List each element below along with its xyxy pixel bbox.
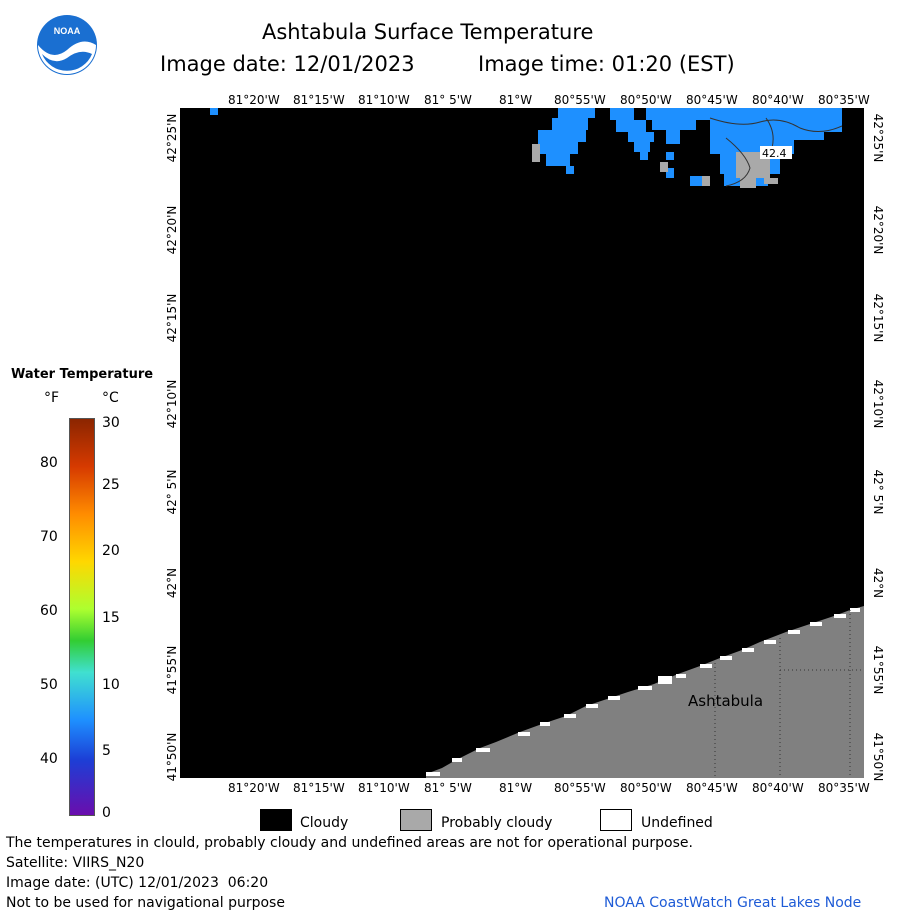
- utc-date-text: Image date: (UTC) 12/01/2023 06:20: [6, 875, 269, 891]
- lon-label: 80°45'W: [686, 93, 738, 107]
- lat-label: 42°20'N: [871, 205, 885, 255]
- lat-label: 42°10'N: [165, 379, 179, 429]
- legend-label-undefined: Undefined: [641, 815, 713, 831]
- legend-swatch-cloudy: [260, 809, 292, 831]
- page-title: Ashtabula Surface Temperature: [262, 20, 594, 44]
- lat-label: 42°10'N: [871, 379, 885, 429]
- isotherm-contours: [709, 117, 843, 187]
- disclaimer-text: The temperatures in clould, probably clo…: [6, 835, 693, 851]
- colorbar-c-tick: 15: [102, 610, 120, 626]
- colorbar-f-tick: 70: [40, 529, 58, 545]
- satellite-text: Satellite: VIIRS_N20: [6, 855, 145, 871]
- lon-label: 80°40'W: [752, 93, 804, 107]
- colorbar-f-tick: 50: [40, 677, 58, 693]
- legend-label-cloudy: Cloudy: [300, 815, 349, 831]
- colorbar-f-tick: 60: [40, 603, 58, 619]
- lon-label: 80°50'W: [620, 93, 672, 107]
- colorbar-c-tick: 10: [102, 677, 120, 693]
- navigation-warning: Not to be used for navigational purpose: [6, 895, 285, 911]
- graticule: [714, 610, 864, 778]
- temp-label-box: [760, 146, 792, 159]
- colorbar-unit-c: °C: [102, 390, 119, 406]
- lon-label: 81°W: [499, 781, 533, 795]
- lon-label: 80°50'W: [620, 781, 672, 795]
- lat-label: 42°25'N: [165, 113, 179, 163]
- legend-swatch-probably-cloudy: [400, 809, 432, 831]
- undefined-pixels: [426, 608, 860, 776]
- lon-label: 81°20'W: [228, 93, 280, 107]
- colorbar-f-tick: 40: [40, 751, 58, 767]
- lat-label: 42°20'N: [165, 205, 179, 255]
- colorbar-unit-f: °F: [44, 390, 60, 406]
- lat-label: 41°55'N: [165, 645, 179, 695]
- colorbar-c-tick: 5: [102, 743, 111, 759]
- colorbar: [69, 418, 95, 816]
- legend-label-probably-cloudy: Probably cloudy: [441, 815, 553, 831]
- lat-label: 42°N: [165, 567, 179, 599]
- lon-label: 81°20'W: [228, 781, 280, 795]
- lon-label: 80°45'W: [686, 781, 738, 795]
- lon-label: 80°35'W: [818, 93, 870, 107]
- lon-label: 81°10'W: [358, 93, 410, 107]
- lon-label: 81°15'W: [293, 781, 345, 795]
- noaa-logo-text: NOAA: [54, 26, 81, 36]
- lon-label: 80°35'W: [818, 781, 870, 795]
- lat-label: 41°50'N: [871, 732, 885, 782]
- lon-label: 80°55'W: [554, 93, 606, 107]
- land-area: [426, 606, 864, 778]
- temperature-map: 42.4: [180, 108, 864, 778]
- lon-label: 81° 5'W: [424, 93, 472, 107]
- legend-swatch-undefined: [600, 809, 632, 831]
- colorbar-f-tick: 80: [40, 455, 58, 471]
- lon-label: 81°10'W: [358, 781, 410, 795]
- colorbar-c-tick: 20: [102, 543, 120, 559]
- lon-label: 81° 5'W: [424, 781, 472, 795]
- lon-label: 80°40'W: [752, 781, 804, 795]
- lon-label: 81°W: [499, 93, 533, 107]
- colorbar-c-tick: 25: [102, 477, 120, 493]
- colorbar-title: Water Temperature: [11, 367, 154, 382]
- credit-text: NOAA CoastWatch Great Lakes Node: [604, 895, 862, 911]
- lat-label: 42° 5'N: [871, 469, 885, 515]
- lon-label: 80°55'W: [554, 781, 606, 795]
- place-label-ashtabula: Ashtabula: [688, 692, 763, 710]
- noaa-logo: NOAA: [36, 14, 98, 76]
- lat-label: 42°15'N: [165, 293, 179, 343]
- lat-label: 42°25'N: [871, 113, 885, 163]
- colorbar-c-tick: 30: [102, 415, 120, 431]
- lat-label: 41°50'N: [165, 732, 179, 782]
- lon-label: 81°15'W: [293, 93, 345, 107]
- lat-label: 41°55'N: [871, 645, 885, 695]
- temp-label: 42.4: [762, 147, 787, 160]
- lat-label: 42°N: [871, 567, 885, 599]
- lat-label: 42°15'N: [871, 293, 885, 343]
- colorbar-c-tick: 0: [102, 805, 111, 821]
- image-date: Image date: 12/01/2023: [160, 52, 415, 76]
- lat-label: 42° 5'N: [165, 469, 179, 515]
- image-time: Image time: 01:20 (EST): [478, 52, 735, 76]
